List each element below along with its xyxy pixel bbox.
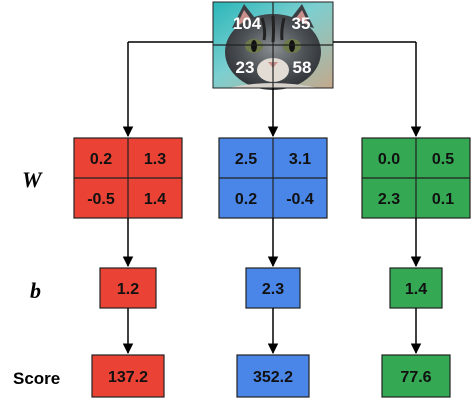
score-red-value: 137.2 <box>108 369 148 386</box>
weight-blue-3: 0.2 <box>235 191 257 208</box>
score-blue-value: 352.2 <box>253 369 293 386</box>
pixel-value-2: 35 <box>292 14 311 33</box>
weight-green-2: 0.5 <box>432 151 454 168</box>
weight-red-4: 1.4 <box>144 191 166 208</box>
weight-blue-2: 3.1 <box>289 151 311 168</box>
class-column-red: 0.2 1.3 -0.5 1.4 1.2 137.2 <box>73 137 183 398</box>
class-column-green: 0.0 0.5 2.3 0.1 1.4 77.6 <box>361 137 471 398</box>
pixel-value-1: 104 <box>233 14 262 33</box>
weight-red-2: 1.3 <box>144 151 166 168</box>
bias-row-label: b <box>30 278 41 303</box>
score-row-label: Score <box>13 369 60 388</box>
weights-row-label: W <box>22 167 43 192</box>
weight-blue-1: 2.5 <box>235 151 257 168</box>
bias-green-value: 1.4 <box>405 281 427 298</box>
weight-blue-4: -0.4 <box>286 191 314 208</box>
weight-matrix-green: 0.0 0.5 2.3 0.1 <box>361 137 471 219</box>
weight-matrix-red: 0.2 1.3 -0.5 1.4 <box>73 137 183 219</box>
class-column-blue: 2.5 3.1 0.2 -0.4 2.3 352.2 <box>218 137 328 398</box>
score-red-box <box>91 354 165 398</box>
weight-red-1: 0.2 <box>90 151 112 168</box>
score-green-value: 77.6 <box>400 369 431 386</box>
bias-red-box <box>99 267 157 309</box>
weight-green-4: 0.1 <box>432 191 454 208</box>
bias-blue-value: 2.3 <box>262 281 284 298</box>
input-image: 104 35 23 58 <box>212 1 334 90</box>
input-connector <box>122 41 422 138</box>
weight-matrix-blue: 2.5 3.1 0.2 -0.4 <box>218 137 328 219</box>
weight-red-3: -0.5 <box>87 191 115 208</box>
score-green-box <box>381 354 451 398</box>
pixel-value-4: 58 <box>293 58 312 77</box>
bias-red-value: 1.2 <box>117 281 139 298</box>
weight-green-3: 2.3 <box>378 191 400 208</box>
weight-green-1: 0.0 <box>378 151 400 168</box>
score-blue-box <box>236 354 310 398</box>
bias-green-box <box>389 267 443 309</box>
pixel-value-3: 23 <box>236 58 255 77</box>
